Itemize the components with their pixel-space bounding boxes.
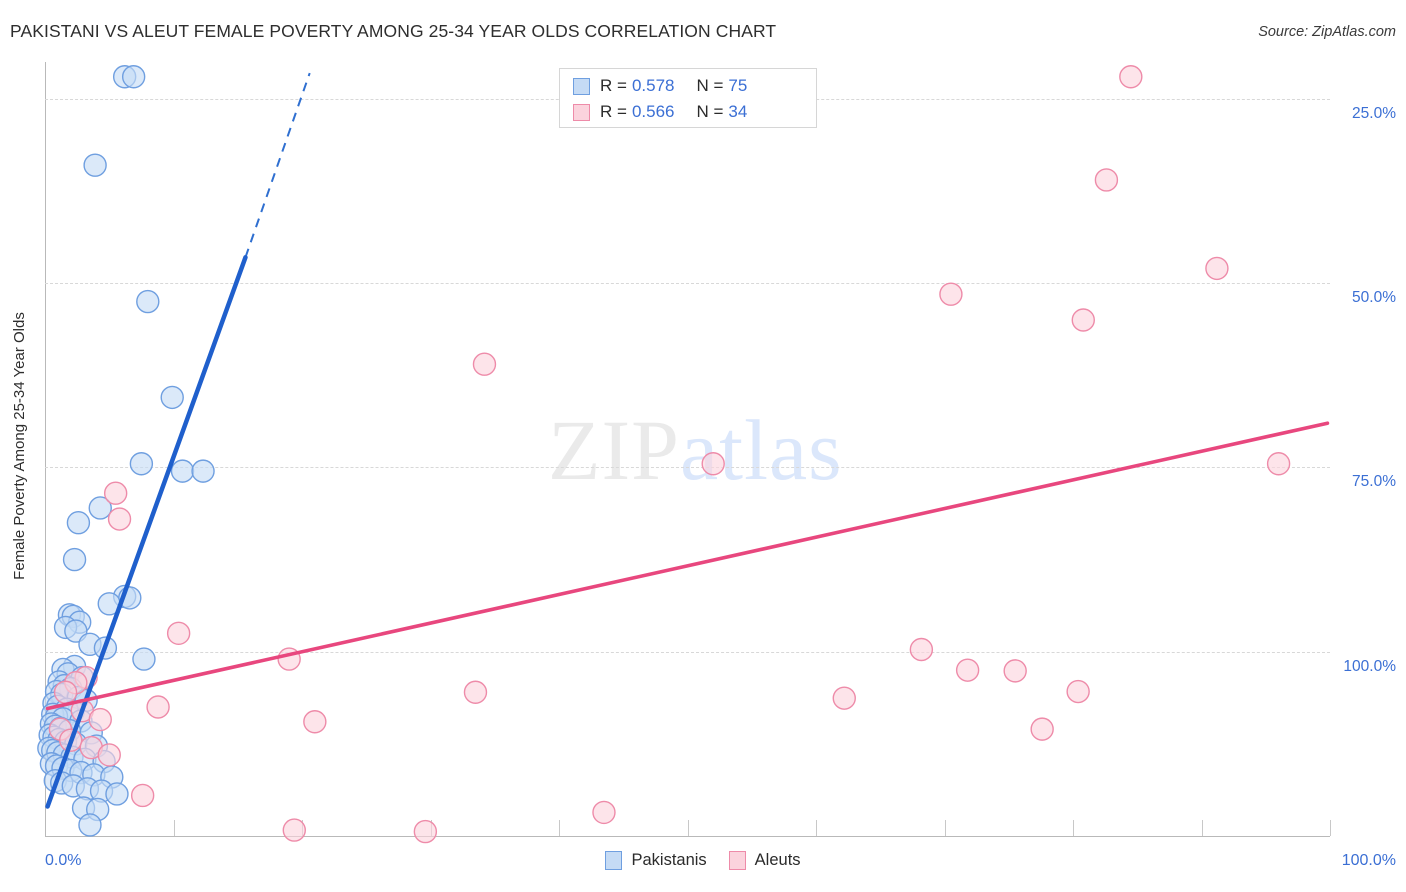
data-point xyxy=(146,695,170,719)
data-point xyxy=(130,783,155,808)
data-point xyxy=(136,289,160,314)
x-axis-line xyxy=(45,836,1330,837)
data-point xyxy=(909,637,934,662)
y-axis-title: Female Poverty Among 25-34 Year Olds xyxy=(11,312,28,580)
n-value-aleuts: 34 xyxy=(728,102,748,121)
data-point xyxy=(592,800,616,825)
data-point xyxy=(1205,256,1229,281)
data-point xyxy=(105,782,129,806)
x-axis-tick xyxy=(1201,820,1203,836)
gridline xyxy=(45,283,1330,285)
r-value-pakistanis: 0.578 xyxy=(631,76,675,95)
data-point xyxy=(97,743,121,767)
swatch-aleuts-icon xyxy=(573,103,590,121)
legend-swatch-pakistanis-icon xyxy=(605,851,623,870)
data-point xyxy=(78,813,102,837)
legend-item-pakistanis[interactable]: Pakistanis xyxy=(605,851,707,870)
data-point xyxy=(939,282,963,306)
correlation-stats-box: R = 0.578 N = 75 R = 0.566 N = 34 xyxy=(559,68,817,128)
n-value-pakistanis: 75 xyxy=(728,76,748,95)
y-axis-tick-label: 50.0% xyxy=(1352,289,1396,307)
x-axis-min-label: 0.0% xyxy=(45,852,82,869)
gridline xyxy=(45,467,1330,469)
x-axis-max-label: 100.0% xyxy=(1341,852,1396,869)
legend-label-aleuts: Aleuts xyxy=(754,851,801,869)
data-series-layer xyxy=(37,65,1330,844)
data-point xyxy=(1030,717,1054,741)
data-point xyxy=(166,621,191,645)
data-point xyxy=(191,459,215,483)
trendline-extension-pakistanis xyxy=(244,72,311,258)
r-value-aleuts: 0.566 xyxy=(631,102,675,121)
stats-row-aleuts: R = 0.566 N = 34 xyxy=(573,99,747,125)
data-point xyxy=(1066,679,1090,704)
data-point xyxy=(121,65,146,89)
gridline xyxy=(45,651,1330,653)
data-point xyxy=(832,686,856,710)
legend-item-aleuts[interactable]: Aleuts xyxy=(728,851,801,870)
y-axis-tick-label: 25.0% xyxy=(1352,104,1396,122)
data-point xyxy=(701,452,725,476)
data-point xyxy=(170,459,195,483)
r-label-pakistanis: R = xyxy=(600,76,627,95)
x-axis-tick xyxy=(687,820,689,836)
y-axis-tick-label: 75.0% xyxy=(1352,473,1396,491)
series-legend: Pakistanis Aleuts xyxy=(0,851,1406,870)
data-point xyxy=(955,658,980,682)
data-point xyxy=(303,710,327,734)
data-point xyxy=(282,818,306,842)
data-point xyxy=(1094,168,1119,192)
source-attribution: Source: ZipAtlas.com xyxy=(1258,24,1396,40)
data-point xyxy=(103,481,128,505)
trendline-pakistanis xyxy=(45,255,248,809)
data-point xyxy=(1003,659,1027,683)
trendline-aleuts xyxy=(45,421,1330,711)
data-point xyxy=(160,385,184,410)
n-label-pakistanis: N = xyxy=(696,76,724,95)
r-label-aleuts: R = xyxy=(600,102,627,121)
x-axis-tick xyxy=(1330,820,1331,836)
swatch-pakistanis-icon xyxy=(573,77,590,95)
n-label-aleuts: N = xyxy=(696,102,724,121)
data-point xyxy=(463,680,488,704)
data-point xyxy=(107,507,132,531)
y-axis-tick-label: 100.0% xyxy=(1343,657,1396,675)
data-point xyxy=(129,452,154,476)
x-axis-tick xyxy=(559,820,560,836)
data-point xyxy=(53,680,78,704)
data-point xyxy=(413,819,438,844)
x-axis-tick xyxy=(816,820,817,836)
plot-area xyxy=(37,62,1331,844)
data-point xyxy=(62,547,87,572)
legend-label-pakistanis: Pakistanis xyxy=(631,851,707,869)
data-point xyxy=(1119,65,1143,89)
stats-row-pakistanis: R = 0.578 N = 75 xyxy=(573,73,747,99)
data-point xyxy=(1266,452,1291,476)
data-point xyxy=(83,153,107,177)
series-points-aleuts xyxy=(48,65,1291,844)
page-title: PAKISTANI VS ALEUT FEMALE POVERTY AMONG … xyxy=(10,21,777,41)
data-point xyxy=(88,707,112,732)
data-point xyxy=(1071,308,1095,332)
y-axis-line xyxy=(45,62,46,836)
x-axis-tick xyxy=(1073,820,1074,836)
x-axis-tick xyxy=(173,820,175,836)
x-axis-tick xyxy=(944,820,946,836)
data-point xyxy=(88,496,112,520)
data-point xyxy=(66,511,91,535)
legend-swatch-aleuts-icon xyxy=(728,851,746,870)
data-point xyxy=(132,647,156,671)
data-point xyxy=(472,352,497,376)
